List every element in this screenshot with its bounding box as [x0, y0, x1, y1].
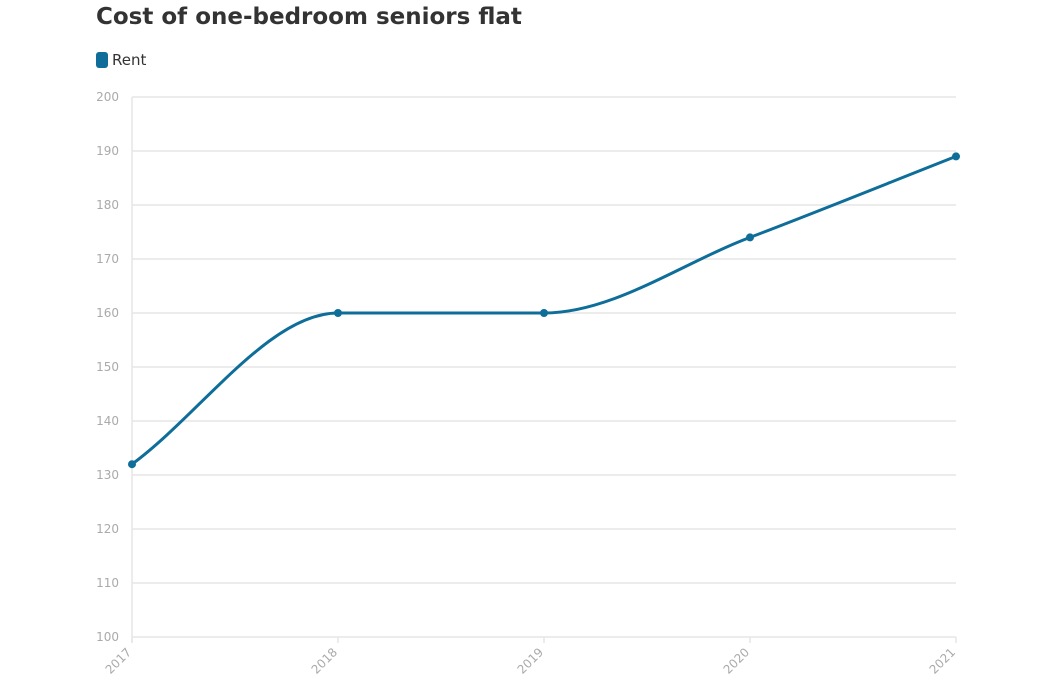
- y-axis: 100 110 120 130 140 150 160 170 180 190 200: [96, 90, 119, 644]
- y-tick-label: 180: [96, 198, 119, 212]
- series-rent: [128, 152, 960, 469]
- x-tick-label: 2019: [515, 645, 546, 676]
- y-tick-label: 160: [96, 306, 119, 320]
- y-tick-label: 100: [96, 630, 119, 644]
- data-point[interactable]: [540, 309, 548, 317]
- x-tick-label: 2020: [721, 645, 752, 676]
- y-tick-label: 190: [96, 144, 119, 158]
- data-point[interactable]: [128, 460, 136, 469]
- data-point[interactable]: [746, 233, 754, 242]
- legend-label: Rent: [112, 51, 147, 69]
- y-tick-label: 150: [96, 360, 119, 374]
- y-tick-label: 110: [96, 576, 119, 590]
- chart-title: Cost of one-bedroom seniors flat: [96, 4, 522, 30]
- legend-swatch: [96, 52, 108, 68]
- y-tick-label: 170: [96, 252, 119, 266]
- y-tick-label: 120: [96, 522, 119, 536]
- data-point[interactable]: [334, 309, 342, 317]
- x-axis: 2017 2018 2019 2020 2021: [103, 637, 958, 677]
- legend[interactable]: Rent: [96, 51, 146, 69]
- y-tick-label: 200: [96, 90, 119, 104]
- y-tick-label: 130: [96, 468, 119, 482]
- x-tick-label: 2017: [103, 645, 134, 676]
- data-point[interactable]: [952, 152, 960, 161]
- x-tick-label: 2021: [927, 645, 958, 676]
- y-tick-label: 140: [96, 414, 119, 428]
- grid-lines: [131, 96, 956, 643]
- x-tick-label: 2018: [309, 645, 340, 676]
